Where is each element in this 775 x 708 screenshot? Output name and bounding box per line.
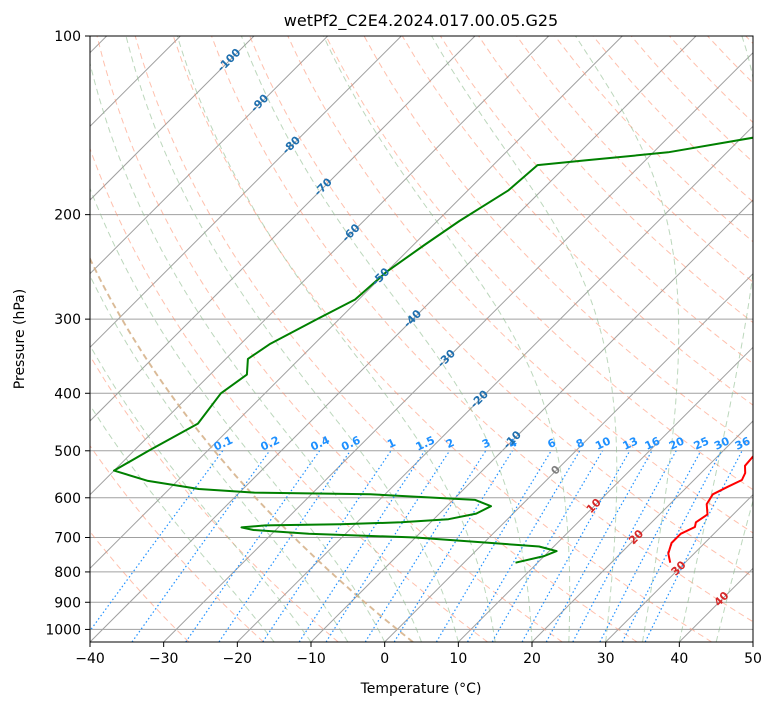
moist-adiabat-line — [90, 274, 349, 642]
moist-adiabat-line — [715, 498, 753, 642]
isotherm-line — [90, 36, 402, 349]
y-tick-label: 100 — [54, 29, 81, 45]
mixing-ratio-line — [90, 450, 224, 632]
y-tick-label: 700 — [54, 531, 81, 547]
moist-adiabat-line — [240, 36, 533, 642]
x-axis-ticks: −40 −30 −20 −10 0 10 20 30 40 50 — [75, 642, 762, 667]
x-tick-label: 30 — [597, 651, 615, 667]
moist-adiabat-line — [90, 344, 312, 642]
y-tick-label: 300 — [54, 312, 81, 328]
x-tick-label: −30 — [149, 651, 179, 667]
mixing-ratio-line — [131, 450, 271, 642]
mixing-ratio-line — [435, 450, 552, 642]
isotherm-line — [531, 420, 753, 642]
mixing-ratio-line — [572, 450, 677, 642]
isotherm-line — [163, 51, 753, 642]
mixing-ratio-line — [262, 450, 392, 642]
mixing-ratio-line — [298, 450, 426, 642]
mixing-ratio-line — [364, 450, 487, 642]
y-axis-title: Pressure (hPa) — [12, 289, 28, 389]
x-tick-label: 20 — [523, 651, 541, 667]
dry-adiabat-line — [90, 444, 264, 642]
x-tick-label: 40 — [670, 651, 688, 667]
y-tick-label: 800 — [54, 565, 81, 581]
temperature-line — [667, 454, 753, 563]
x-tick-label: 50 — [744, 651, 762, 667]
isotherm-line — [90, 36, 255, 201]
dry-adiabat-line — [90, 354, 339, 642]
chart-title: wetPf2_C2E4.2024.017.00.05.G25 — [284, 11, 558, 31]
y-tick-label: 200 — [54, 208, 81, 224]
y-tick-label: 900 — [54, 595, 81, 611]
y-tick-label: 600 — [54, 491, 81, 507]
mixing-ratio-label: 25 — [692, 435, 711, 453]
dewpoint-line — [113, 136, 753, 564]
mixing-ratio-label: 10 — [593, 434, 613, 452]
isotherm-line — [457, 346, 753, 642]
moist-adiabat-line — [125, 36, 459, 642]
x-axis-title: Temperature (°C) — [360, 681, 482, 697]
moist-adiabat-line — [90, 404, 275, 642]
x-tick-label: 10 — [449, 651, 467, 667]
dry-adiabat-line — [211, 36, 753, 623]
y-tick-label: 1000 — [45, 622, 81, 638]
moist-adiabat-line — [678, 36, 753, 642]
isotherm-line — [90, 36, 623, 570]
plot-frame — [89, 35, 754, 643]
reference-adiabat-line — [90, 256, 414, 642]
mixing-ratio-label: 36 — [733, 434, 753, 452]
mixing-ratio-line — [185, 450, 321, 642]
dry-adiabat-line — [287, 36, 753, 534]
y-axis-ticks: 100 200 300 400 500 600 700 800 900 1000 — [45, 29, 90, 638]
y-tick-label: 400 — [54, 386, 81, 402]
x-tick-label: −20 — [223, 651, 253, 667]
moist-adiabat-line — [575, 36, 680, 642]
x-tick-label: 0 — [380, 651, 389, 667]
moist-adiabat-line — [176, 36, 496, 642]
mixing-ratio-label: 30 — [712, 434, 732, 452]
y-tick-label: 500 — [54, 444, 81, 460]
dry-adiabat-line — [96, 36, 563, 642]
moist-adiabat-line — [431, 36, 618, 642]
dry-adiabat-line — [172, 36, 712, 642]
isotherm-line — [90, 36, 476, 422]
x-tick-label: −10 — [296, 651, 326, 667]
x-tick-label: −40 — [75, 651, 105, 667]
dry-adiabat-line — [516, 36, 753, 283]
isotherm-line — [90, 36, 550, 496]
mixing-ratio-line — [644, 450, 743, 642]
isotherm-line — [384, 272, 753, 642]
mixing-ratio-line — [521, 450, 631, 642]
dry-adiabat-line — [249, 36, 753, 578]
mixing-ratio-line — [545, 450, 653, 642]
mixing-ratio-line — [218, 450, 351, 642]
mixing-ratio-line — [599, 450, 702, 642]
isotherm-line — [90, 36, 329, 275]
isotherm-line — [236, 125, 753, 642]
mixing-ratio-label: 13 — [621, 434, 640, 452]
mixing-ratio-line — [325, 450, 451, 642]
background-lines — [90, 36, 753, 642]
dry-adiabat-line — [325, 36, 753, 491]
moist-adiabat-line — [323, 36, 571, 642]
moist-adiabat-line — [90, 187, 386, 642]
isotherm-line — [605, 493, 753, 642]
moist-adiabat-line — [90, 61, 422, 642]
mixing-ratio-label: 16 — [643, 434, 663, 452]
mixing-ratio-label: 20 — [667, 434, 687, 452]
sounding-lines — [113, 136, 753, 564]
dry-adiabat-line — [134, 36, 638, 642]
